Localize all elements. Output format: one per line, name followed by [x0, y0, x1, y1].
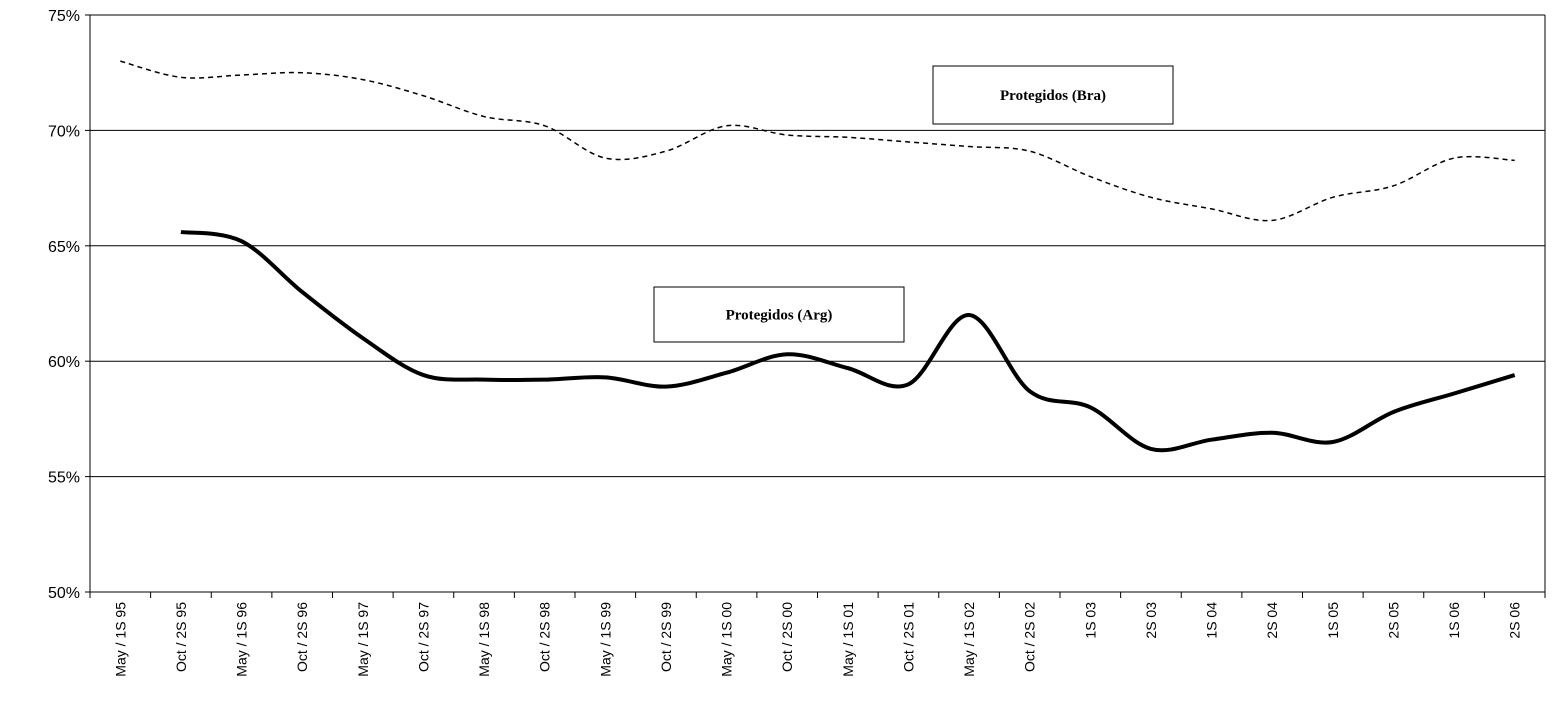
x-tick-label: 2S 03	[1143, 602, 1159, 639]
x-tick-label: Oct / 2S 96	[294, 602, 310, 672]
y-tick-label: 75%	[48, 8, 80, 25]
x-tick-label: 1S 04	[1204, 602, 1220, 639]
x-tick-label: Oct / 2S 95	[173, 602, 189, 672]
x-tick-label: 1S 03	[1082, 602, 1098, 639]
x-tick-label: May / 1S 96	[234, 602, 250, 677]
y-tick-label: 50%	[48, 585, 80, 602]
series-label: Protegidos (Bra)	[1000, 88, 1106, 104]
x-tick-label: Oct / 2S 97	[415, 602, 431, 672]
series-label-box	[653, 286, 905, 343]
x-tick-label: Oct / 2S 00	[779, 602, 795, 672]
x-tick-label: May / 1S 98	[476, 602, 492, 677]
y-tick-label: 55%	[48, 470, 80, 487]
x-tick-label: Oct / 2S 98	[537, 602, 553, 672]
y-tick-label: 70%	[48, 123, 80, 140]
x-tick-label: 2S 04	[1264, 602, 1280, 639]
x-tick-label: May / 1S 01	[840, 602, 856, 677]
x-tick-label: May / 1S 99	[597, 602, 613, 677]
y-tick-label: 60%	[48, 354, 80, 371]
series-label-box	[932, 65, 1174, 125]
x-tick-label: 2S 05	[1385, 602, 1401, 639]
x-tick-label: May / 1S 97	[355, 602, 371, 677]
y-tick-label: 65%	[48, 239, 80, 256]
x-tick-label: 2S 06	[1507, 602, 1523, 639]
series-label: Protegidos (Arg)	[726, 308, 833, 324]
x-tick-label: May / 1S 02	[961, 602, 977, 677]
x-tick-label: May / 1S 95	[112, 602, 128, 677]
x-tick-label: May / 1S 00	[719, 602, 735, 677]
series-line	[120, 60, 1515, 222]
x-tick-label: Oct / 2S 99	[658, 602, 674, 672]
x-tick-label: 1S 05	[1325, 602, 1341, 639]
x-tick-label: Oct / 2S 01	[900, 602, 916, 672]
x-tick-label: Oct / 2S 02	[1022, 602, 1038, 672]
x-tick-label: 1S 06	[1446, 602, 1462, 639]
series-line	[180, 229, 1516, 453]
